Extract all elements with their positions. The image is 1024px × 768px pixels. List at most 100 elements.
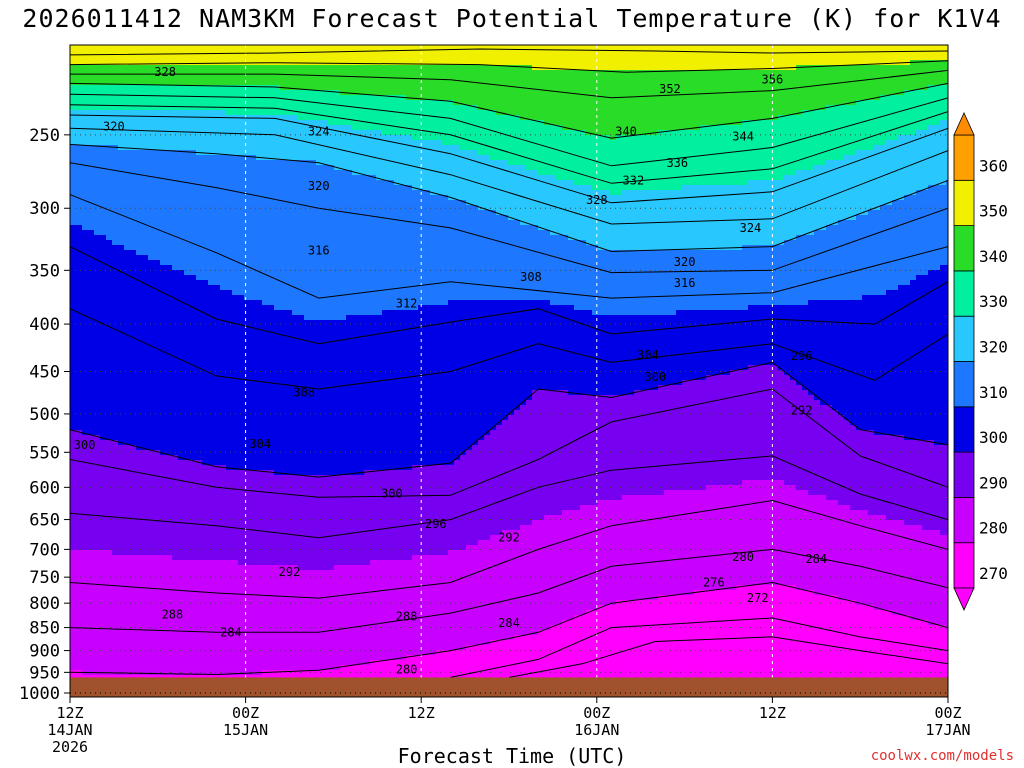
theta-fill-cell [238,215,245,221]
theta-fill-cell [214,385,221,391]
theta-fill-cell [100,595,107,601]
theta-fill-cell [274,575,281,581]
theta-fill-cell [70,105,77,111]
theta-fill-cell [196,125,203,131]
theta-fill-cell [142,240,149,246]
theta-fill-cell [256,130,263,136]
theta-fill-cell [94,510,101,516]
theta-fill-cell [94,395,101,401]
theta-fill-cell [166,190,173,196]
theta-fill-cell [196,140,203,146]
theta-fill-cell [238,100,245,106]
theta-fill-cell [298,100,305,106]
theta-fill-cell [292,305,299,311]
theta-fill-cell [70,215,77,221]
theta-fill-cell [130,505,137,511]
theta-fill-cell [292,615,299,621]
theta-fill-cell [202,540,209,546]
theta-fill-cell [136,200,143,206]
theta-fill-cell [208,370,215,376]
theta-fill-cell [244,195,251,201]
theta-fill-cell [232,240,239,246]
theta-fill-cell [160,555,167,561]
theta-fill-cell [232,85,239,91]
theta-fill-cell [214,535,221,541]
theta-fill-cell [274,620,281,626]
theta-fill-cell [196,525,203,531]
theta-fill-cell [190,245,197,251]
theta-fill-cell [280,370,287,376]
theta-fill-cell [274,660,281,666]
theta-fill-cell [196,95,203,101]
theta-fill-cell [154,510,161,516]
theta-fill-cell [202,545,209,551]
theta-fill-cell [178,665,185,671]
theta-fill-cell [226,125,233,131]
theta-fill-cell [292,610,299,616]
theta-fill-cell [202,75,209,81]
theta-fill-cell [94,475,101,481]
theta-fill-cell [76,605,83,611]
theta-fill-cell [112,580,119,586]
theta-fill-cell [160,105,167,111]
theta-fill-cell [118,200,125,206]
theta-fill-cell [244,205,251,211]
theta-fill-cell [142,540,149,546]
theta-fill-cell [136,655,143,661]
theta-fill-cell [76,525,83,531]
theta-fill-cell [184,430,191,436]
theta-fill-cell [100,500,107,506]
theta-fill-cell [220,340,227,346]
theta-fill-cell [196,155,203,161]
theta-fill-cell [274,600,281,606]
theta-fill-cell [208,190,215,196]
theta-fill-cell [142,115,149,121]
theta-fill-cell [226,270,233,276]
theta-fill-cell [166,125,173,131]
theta-fill-cell [106,280,113,286]
theta-fill-cell [238,600,245,606]
theta-fill-cell [118,630,125,636]
theta-fill-cell [220,510,227,516]
theta-fill-cell [238,350,245,356]
theta-fill-cell [184,200,191,206]
theta-fill-cell [124,555,131,561]
theta-fill-cell [226,230,233,236]
theta-fill-cell [166,495,173,501]
theta-fill-cell [160,620,167,626]
theta-fill-cell [70,140,77,146]
theta-fill-cell [154,365,161,371]
theta-fill-cell [118,140,125,146]
theta-fill-cell [292,290,299,296]
theta-fill-cell [244,220,251,226]
theta-fill-cell [226,420,233,426]
theta-fill-cell [88,260,95,266]
theta-fill-cell [88,500,95,506]
theta-fill-cell [178,575,185,581]
theta-fill-cell [88,145,95,151]
theta-fill-cell [94,645,101,651]
theta-fill-cell [70,185,77,191]
theta-fill-cell [160,565,167,571]
theta-fill-cell [220,125,227,131]
theta-fill-cell [262,460,269,466]
theta-fill-cell [202,185,209,191]
theta-fill-cell [166,175,173,181]
theta-fill-cell [220,205,227,211]
theta-fill-cell [148,240,155,246]
theta-fill-cell [136,590,143,596]
theta-fill-cell [82,645,89,651]
theta-fill-cell [112,590,119,596]
theta-fill-cell [118,640,125,646]
theta-fill-cell [220,85,227,91]
theta-fill-cell [82,255,89,261]
theta-fill-cell [232,505,239,511]
theta-fill-cell [148,75,155,81]
theta-fill-cell [112,130,119,136]
theta-fill-cell [148,370,155,376]
theta-fill-cell [82,290,89,296]
theta-fill-cell [226,235,233,241]
theta-fill-cell [112,440,119,446]
theta-fill-cell [172,505,179,511]
theta-fill-cell [136,510,143,516]
